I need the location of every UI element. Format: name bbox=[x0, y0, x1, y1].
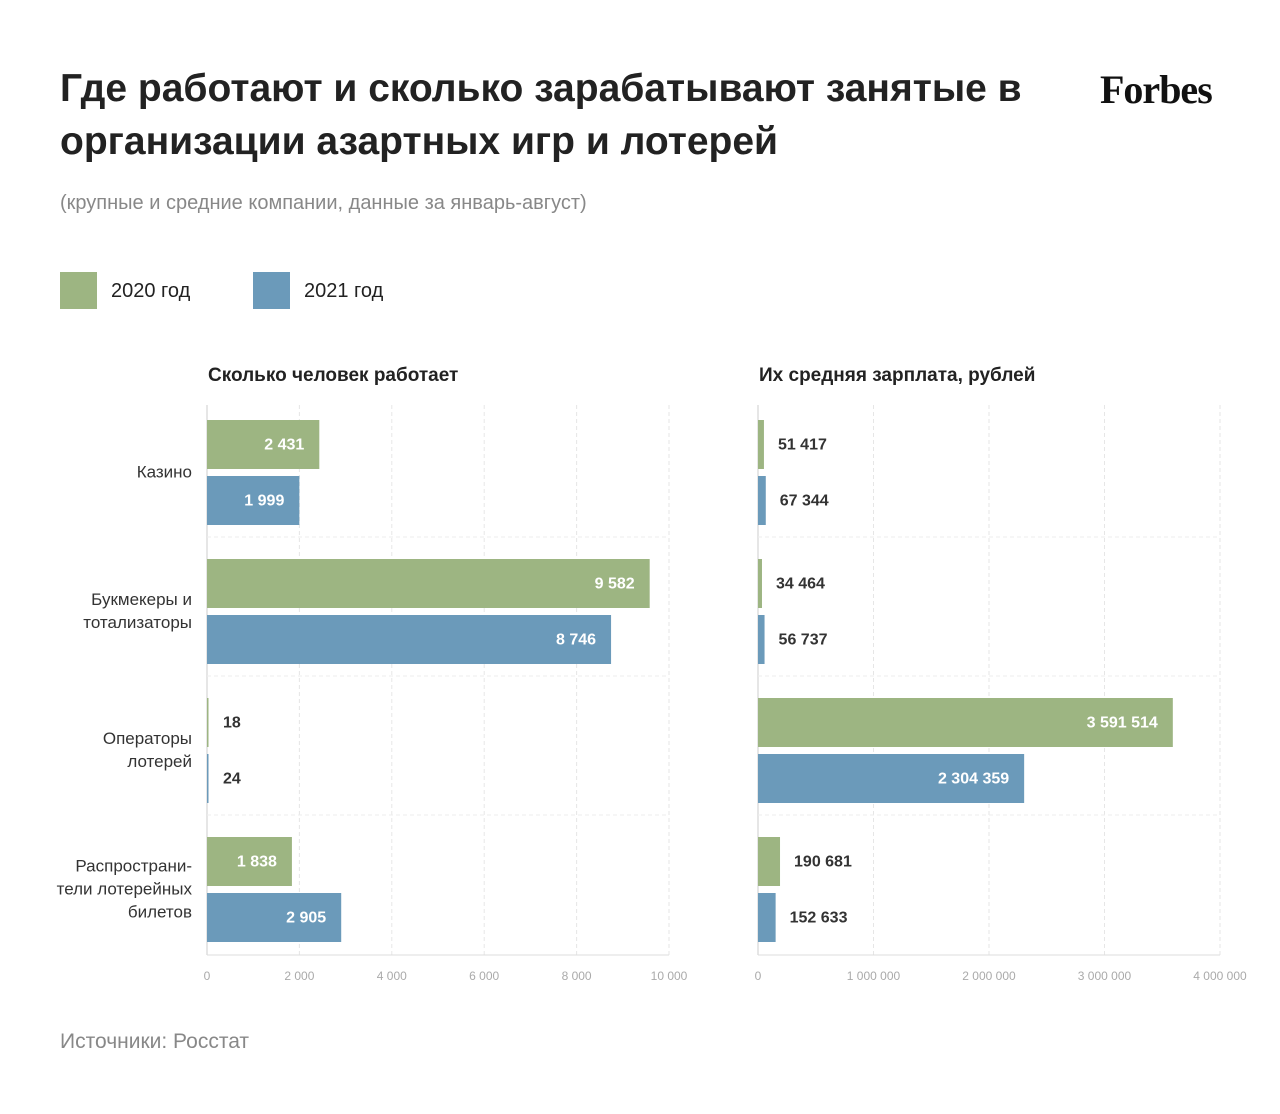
bar bbox=[758, 476, 766, 525]
x-tick-label: 10 000 bbox=[651, 969, 688, 983]
subtitle: (крупные и средние компании, данные за я… bbox=[60, 192, 587, 214]
value-label: 2 304 359 bbox=[938, 771, 1009, 788]
category-label: Казино bbox=[136, 462, 192, 482]
x-tick-label: 2 000 000 bbox=[962, 969, 1016, 983]
value-label: 190 681 bbox=[794, 854, 852, 871]
bar bbox=[758, 559, 762, 608]
value-label: 9 582 bbox=[595, 576, 635, 593]
x-tick-label: 4 000 000 bbox=[1193, 969, 1247, 983]
value-label: 67 344 bbox=[780, 493, 829, 510]
category-label: Распространи-тели лотерейных билетов bbox=[56, 856, 192, 922]
value-label: 18 bbox=[223, 715, 241, 732]
bar bbox=[207, 754, 209, 803]
x-tick-label: 8 000 bbox=[562, 969, 592, 983]
title: Где работают и сколько зарабатывают заня… bbox=[60, 67, 1022, 163]
value-label: 2 431 bbox=[264, 437, 304, 454]
bar bbox=[207, 698, 209, 747]
bar bbox=[758, 420, 764, 469]
category-label: Операторы лотерей bbox=[102, 729, 192, 771]
bar bbox=[758, 893, 776, 942]
value-label: 56 737 bbox=[779, 632, 828, 649]
source: Источники: Росстат bbox=[60, 1030, 250, 1053]
logo: Forbes bbox=[1100, 67, 1213, 112]
value-label: 8 746 bbox=[556, 632, 596, 649]
x-tick-label: 0 bbox=[755, 969, 762, 983]
legend-swatch bbox=[253, 272, 290, 309]
bar bbox=[758, 754, 1025, 803]
bar bbox=[758, 837, 781, 886]
value-label: 34 464 bbox=[776, 576, 825, 593]
x-tick-label: 3 000 000 bbox=[1078, 969, 1132, 983]
bar bbox=[207, 893, 342, 942]
value-label: 2 905 bbox=[286, 910, 326, 927]
bar bbox=[207, 615, 612, 664]
value-label: 152 633 bbox=[790, 910, 848, 927]
legend-label: 2020 год bbox=[111, 280, 191, 302]
x-tick-label: 0 bbox=[204, 969, 211, 983]
value-label: 24 bbox=[223, 771, 241, 788]
bar bbox=[207, 476, 300, 525]
bar bbox=[758, 615, 765, 664]
x-tick-label: 2 000 bbox=[284, 969, 314, 983]
bar bbox=[207, 837, 292, 886]
value-label: 51 417 bbox=[778, 437, 827, 454]
x-tick-label: 6 000 bbox=[469, 969, 499, 983]
value-label: 3 591 514 bbox=[1087, 715, 1158, 732]
chart-subtitle: Их средняя зарплата, рублей bbox=[759, 365, 1035, 386]
x-tick-label: 1 000 000 bbox=[847, 969, 901, 983]
chart-subtitle: Сколько человек работает bbox=[208, 365, 458, 386]
bar bbox=[207, 420, 320, 469]
value-label: 1 838 bbox=[237, 854, 277, 871]
bar bbox=[758, 698, 1173, 747]
bar bbox=[207, 559, 650, 608]
legend-swatch bbox=[60, 272, 97, 309]
value-label: 1 999 bbox=[244, 493, 284, 510]
x-tick-label: 4 000 bbox=[377, 969, 407, 983]
category-label: Букмекеры и тотализаторы bbox=[83, 590, 192, 632]
legend-label: 2021 год bbox=[304, 280, 384, 302]
